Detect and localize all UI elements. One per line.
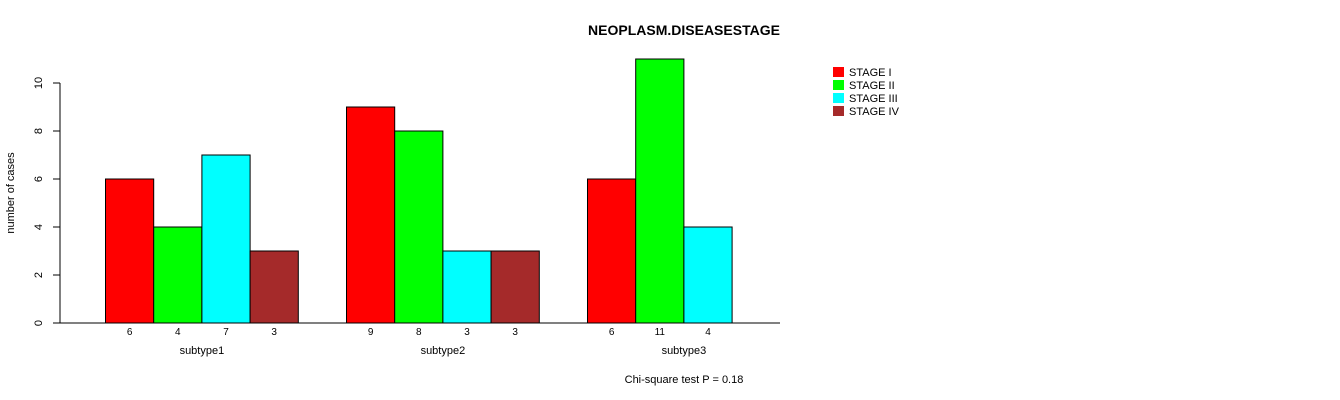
bar [442,250,492,324]
bar-value-label: 3 [271,327,277,338]
bar [683,226,733,324]
legend-label: STAGE III [849,93,898,105]
chi-square-footnote: Chi-square test P = 0.18 [625,374,744,386]
legend-label: STAGE II [849,80,895,92]
y-tick-label: 8 [33,128,45,134]
category-labels: subtype1 subtype2 subtype3 [180,345,707,357]
bar-value-label: 7 [223,327,229,338]
bar [249,250,299,324]
chart-title: NEOPLASM.DISEASESTAGE [588,22,780,38]
bar [587,178,637,324]
legend-label: STAGE I [849,67,892,79]
legend-label: STAGE IV [849,106,900,118]
legend-swatch [833,106,844,116]
legend-swatch [833,80,844,90]
bar-value-label: 4 [705,327,711,338]
bar-value-label: 4 [175,327,181,338]
y-tick-label: 6 [33,176,45,182]
bar-value-label: 6 [609,327,615,338]
bar [105,178,155,324]
bars [105,58,733,324]
y-tick-label: 10 [33,77,45,89]
y-tick-label: 0 [33,320,45,326]
bar [153,226,203,324]
bar-value-label: 6 [127,327,133,338]
category-label: subtype1 [180,345,225,357]
category-label: subtype2 [421,345,466,357]
bar [346,106,396,324]
legend-swatch [833,67,844,77]
bar [490,250,540,324]
bar-value-labels: 6 4 7 3 9 8 3 3 6 11 4 [127,327,711,338]
bar [635,58,685,324]
bar-value-label: 3 [512,327,518,338]
legend-swatch [833,93,844,103]
bar-value-label: 9 [368,327,374,338]
bar-value-label: 8 [416,327,422,338]
y-tick-label: 2 [33,272,45,278]
bar [394,130,444,324]
y-axis: 0 2 4 6 8 10 [33,77,61,326]
category-label: subtype3 [662,345,707,357]
bar [201,154,251,324]
y-axis-label: number of cases [5,152,17,234]
bar-value-label: 11 [655,327,666,338]
bar-value-label: 3 [464,327,470,338]
y-tick-label: 4 [33,224,45,230]
